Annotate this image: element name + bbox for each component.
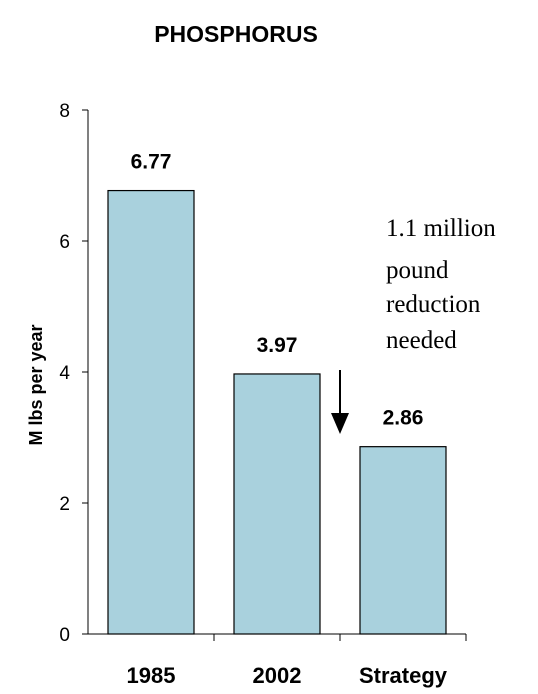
bar-value-label: 3.97 bbox=[257, 334, 298, 357]
annotation-line-2: pound bbox=[386, 257, 449, 284]
bar-2002 bbox=[233, 373, 321, 635]
y-tick-label: 2 bbox=[59, 494, 70, 515]
y-tick-label: 8 bbox=[59, 101, 70, 122]
x-category-label: Strategy bbox=[359, 663, 448, 688]
annotation-line-4: needed bbox=[386, 327, 457, 354]
reduction-annotation: 1.1 million pound reduction needed bbox=[331, 215, 496, 434]
bar-strategy bbox=[359, 446, 447, 635]
bar-value-label: 2.86 bbox=[383, 407, 424, 430]
x-category-label: 2002 bbox=[253, 663, 302, 688]
chart-title: PHOSPHORUS bbox=[154, 21, 318, 47]
y-tick-label: 0 bbox=[59, 625, 70, 646]
bar-value-label: 6.77 bbox=[131, 151, 172, 174]
reduction-arrow-icon bbox=[331, 413, 349, 434]
data-labels: 6.77 3.97 2.86 bbox=[131, 151, 424, 430]
x-axis-labels: 1985 2002 Strategy bbox=[127, 663, 448, 688]
annotation-line-1: 1.1 million bbox=[386, 215, 496, 242]
bar-1985 bbox=[107, 189, 195, 635]
x-category-label: 1985 bbox=[127, 663, 176, 688]
y-axis-ticks: 0 2 4 6 8 bbox=[59, 101, 467, 646]
annotation-line-3: reduction bbox=[386, 291, 481, 318]
y-tick-label: 4 bbox=[59, 363, 70, 384]
axes bbox=[87, 110, 466, 635]
y-axis-label: M lbs per year bbox=[26, 324, 46, 445]
y-tick-label: 6 bbox=[59, 232, 70, 253]
